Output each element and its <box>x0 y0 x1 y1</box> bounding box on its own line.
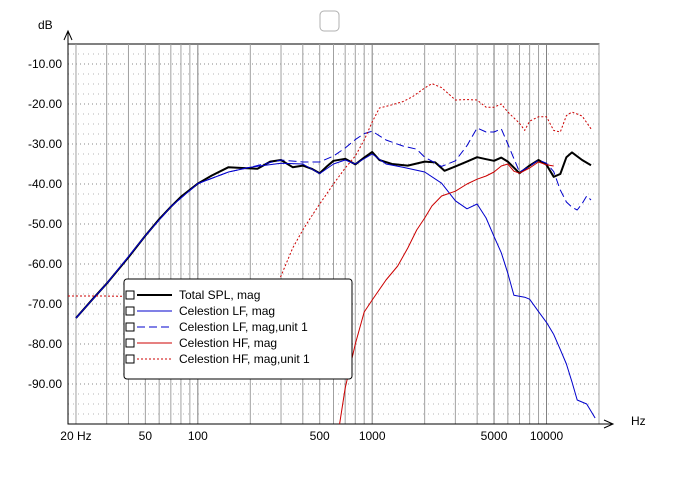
y-tick-labels: -10.00 -20.00 -30.00 -40.00 -50.00 -60.00 -70.… <box>28 57 62 391</box>
legend-checkbox[interactable] <box>125 306 135 316</box>
legend-label: Total SPL, mag <box>179 288 260 302</box>
x-axis-label: Hz <box>631 414 646 428</box>
legend-label: Celestion LF, mag <box>179 304 275 318</box>
legend: Total SPL, mag Celestion LF, mag Celestion… <box>123 278 353 380</box>
x-tick-label: 100 <box>188 429 208 443</box>
legend-checkbox[interactable] <box>125 354 135 364</box>
options-button[interactable] <box>319 10 340 32</box>
legend-checkbox[interactable] <box>125 290 135 300</box>
legend-label: Celestion LF, mag,unit 1 <box>179 320 308 334</box>
y-tick-label: -50.00 <box>28 217 62 231</box>
series-line-5 <box>68 83 592 299</box>
x-tick-label: 500 <box>310 429 330 443</box>
x-tick-label: 10000 <box>530 429 564 443</box>
x-tick-labels: 20 Hz 50 100 500 1000 5000 10000 <box>60 429 563 443</box>
legend-checkbox[interactable] <box>125 322 135 332</box>
legend-checkbox[interactable] <box>125 338 135 348</box>
series-line-4 <box>339 161 554 425</box>
y-tick-label: -40.00 <box>28 177 62 191</box>
y-tick-label: -70.00 <box>28 297 62 311</box>
x-tick-label: 20 Hz <box>60 429 91 443</box>
x-tick-label: 1000 <box>359 429 386 443</box>
y-tick-label: -60.00 <box>28 257 62 271</box>
y-tick-label: -90.00 <box>28 377 62 391</box>
x-tick-label: 50 <box>139 429 153 443</box>
x-axis-arrow <box>603 419 615 429</box>
y-tick-label: -80.00 <box>28 337 62 351</box>
y-axis-label: dB <box>38 18 53 32</box>
x-tick-label: 5000 <box>481 429 508 443</box>
y-tick-label: -20.00 <box>28 97 62 111</box>
series-line-2 <box>75 153 596 419</box>
legend-label: Celestion HF, mag <box>179 336 277 350</box>
series <box>68 83 596 425</box>
y-tick-label: -30.00 <box>28 137 62 151</box>
y-tick-label: -10.00 <box>28 57 62 71</box>
series-line-3 <box>75 127 592 319</box>
legend-label: Celestion HF, mag,unit 1 <box>179 352 310 366</box>
legend-box <box>123 278 353 380</box>
y-axis-arrow <box>63 29 73 41</box>
